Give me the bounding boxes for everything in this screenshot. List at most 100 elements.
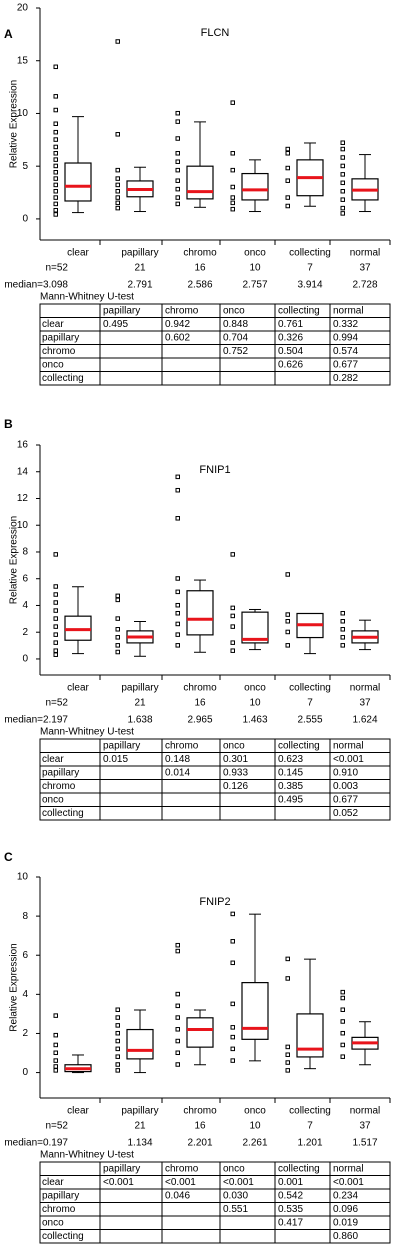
data-point bbox=[53, 64, 58, 70]
box bbox=[126, 1028, 154, 1060]
y-axis-label: Relative Expression bbox=[9, 516, 20, 604]
data-point bbox=[230, 200, 235, 206]
table-row-label: collecting bbox=[42, 373, 84, 384]
data-point bbox=[53, 652, 58, 657]
n-label: 16 bbox=[194, 698, 206, 709]
table-cell: <0.001 bbox=[333, 754, 364, 765]
data-point bbox=[175, 110, 180, 116]
data-point bbox=[53, 129, 58, 135]
table-row-label: chromo bbox=[42, 781, 76, 792]
data-point bbox=[340, 180, 345, 186]
data-point bbox=[115, 182, 120, 188]
n-label: 21 bbox=[134, 1121, 146, 1132]
category-label: papillary bbox=[121, 683, 158, 694]
table-title: Mann-Whitney U-test bbox=[40, 727, 134, 738]
data-point bbox=[230, 648, 235, 653]
table-cell: 0.910 bbox=[333, 767, 358, 778]
table-header: collecting bbox=[278, 740, 320, 751]
table-cell: 0.417 bbox=[278, 1217, 303, 1228]
n-label: 37 bbox=[359, 1121, 371, 1132]
table-cell: 0.574 bbox=[333, 346, 358, 357]
median-label: 2.728 bbox=[352, 280, 377, 291]
table-row-label: onco bbox=[42, 794, 64, 805]
data-point bbox=[230, 184, 235, 190]
y-tick-label: 8 bbox=[22, 547, 28, 558]
data-point bbox=[53, 1058, 58, 1063]
table-row-label: clear bbox=[42, 754, 64, 765]
data-point bbox=[285, 178, 290, 183]
table-cell: 0.602 bbox=[165, 332, 190, 343]
data-point bbox=[340, 163, 345, 169]
table-row-label: papillary bbox=[42, 1190, 79, 1201]
chart-title: FNIP1 bbox=[199, 464, 230, 476]
table-cell: 0.145 bbox=[278, 767, 303, 778]
n-label: 37 bbox=[359, 263, 371, 274]
box bbox=[186, 165, 214, 200]
data-point bbox=[340, 610, 345, 616]
data-point bbox=[230, 960, 235, 966]
table-cell: 0.052 bbox=[333, 808, 358, 819]
data-point bbox=[53, 182, 58, 188]
y-tick-label: 0 bbox=[22, 1067, 28, 1078]
data-point bbox=[285, 643, 290, 648]
data-point bbox=[53, 176, 58, 181]
table-title: Mann-Whitney U-test bbox=[40, 1150, 134, 1161]
category-label: chromo bbox=[183, 1106, 217, 1117]
data-point bbox=[175, 589, 180, 595]
data-point bbox=[230, 1046, 235, 1052]
data-point bbox=[175, 1038, 180, 1044]
table-cell: 0.848 bbox=[223, 319, 248, 330]
data-point bbox=[230, 195, 235, 200]
data-point bbox=[175, 632, 180, 637]
panel-label: B bbox=[4, 417, 13, 431]
data-point bbox=[53, 121, 58, 126]
data-point bbox=[340, 188, 345, 194]
data-point bbox=[340, 140, 345, 145]
n-label: 7 bbox=[307, 263, 313, 274]
y-tick-label: 10 bbox=[17, 872, 29, 883]
median-label: 1.638 bbox=[127, 715, 152, 726]
data-point bbox=[230, 151, 235, 156]
table-header: collecting bbox=[278, 1163, 320, 1174]
data-point bbox=[340, 172, 345, 177]
data-point bbox=[175, 516, 180, 521]
data-point bbox=[340, 1054, 345, 1059]
panel-label: A bbox=[4, 27, 13, 41]
table-cell: 0.623 bbox=[278, 754, 303, 765]
data-point bbox=[285, 612, 290, 617]
table-cell: 0.994 bbox=[333, 332, 358, 343]
n-label: 37 bbox=[359, 698, 371, 709]
data-point bbox=[230, 613, 235, 619]
y-tick-label: 0 bbox=[22, 654, 28, 665]
table-cell: 0.234 bbox=[333, 1190, 358, 1201]
data-point bbox=[230, 1058, 235, 1063]
table-cell: 0.030 bbox=[223, 1190, 248, 1201]
data-point bbox=[175, 643, 180, 648]
n-label: 10 bbox=[249, 1121, 261, 1132]
data-point bbox=[340, 1042, 345, 1048]
data-point bbox=[175, 487, 180, 493]
n-label: 7 bbox=[307, 1121, 313, 1132]
data-point bbox=[115, 627, 120, 632]
data-point bbox=[115, 195, 120, 200]
table-row-label: onco bbox=[42, 1217, 64, 1228]
table-cell: 0.019 bbox=[333, 1217, 358, 1228]
data-point bbox=[115, 1068, 120, 1073]
data-point bbox=[340, 635, 345, 640]
n-label: 10 bbox=[249, 698, 261, 709]
table-cell: <0.001 bbox=[333, 1177, 364, 1188]
data-point bbox=[175, 167, 180, 173]
category-label: papillary bbox=[121, 1106, 158, 1117]
data-point bbox=[115, 1007, 120, 1012]
data-point bbox=[53, 616, 58, 621]
data-point bbox=[115, 593, 120, 599]
data-point bbox=[285, 1060, 290, 1065]
table-header: onco bbox=[223, 1163, 245, 1174]
data-point bbox=[115, 1030, 120, 1036]
median-label: 1.134 bbox=[127, 1138, 152, 1149]
data-point bbox=[53, 624, 58, 629]
data-point bbox=[53, 151, 58, 156]
data-point bbox=[175, 621, 180, 627]
data-point bbox=[340, 1030, 345, 1036]
data-point bbox=[175, 610, 180, 616]
